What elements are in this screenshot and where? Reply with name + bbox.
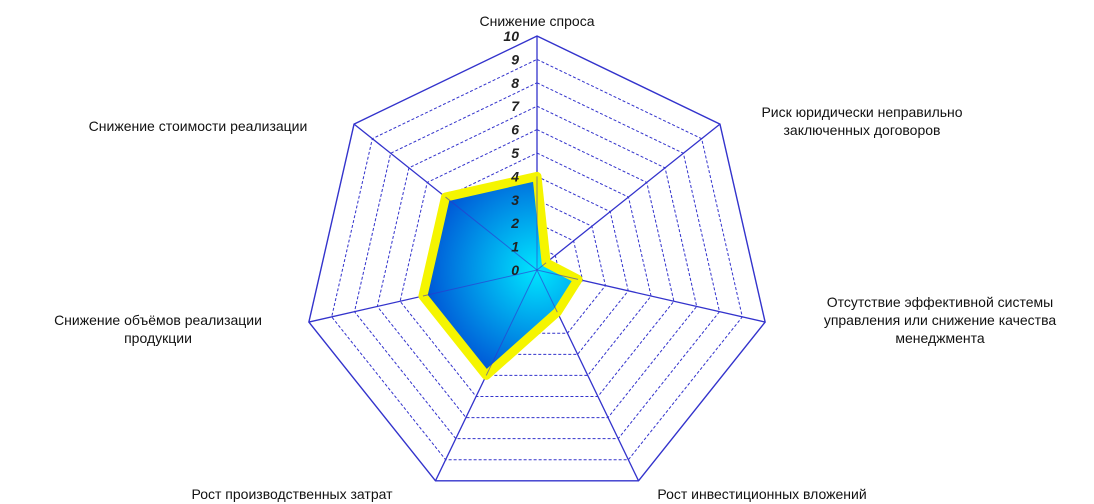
series-area: [418, 171, 583, 380]
axis-labels: Снижение спроса Риск юридически неправиль…: [54, 13, 1056, 502]
axis-label-2: Риск юридически неправильно заключенных д…: [761, 104, 962, 138]
inner-spoke-2: [536, 262, 547, 271]
axis-label-4: Рост инвестиционных вложений: [657, 486, 866, 502]
inner-spoke-6: [422, 269, 538, 297]
axis-label-1: Снижение спроса: [480, 13, 595, 29]
tick-label-10: 10: [503, 28, 519, 44]
tick-label-3: 3: [511, 192, 519, 208]
grid-ring-9: [331, 58, 743, 461]
axis-label-5: Рост производственных затрат: [191, 486, 393, 502]
tick-label-1: 1: [511, 239, 519, 255]
inner-spoke-3: [536, 269, 579, 280]
axis-label-7: Снижение стоимости реализации: [89, 118, 308, 134]
tick-label-9: 9: [511, 51, 519, 67]
inner-spoke-5: [485, 269, 538, 376]
grid-ring-6: [399, 129, 675, 397]
tick-label-0: 0: [511, 262, 519, 278]
radial-tick-labels: 0 1 2 3 4 5 6 7 8 9 10: [503, 28, 520, 278]
radar-series: [418, 171, 583, 380]
axis-label-3: Отсутствие эффективной системы управления…: [824, 294, 1057, 346]
tick-label-7: 7: [511, 98, 520, 114]
inner-spoke-4: [536, 269, 558, 313]
inner-spoke-7: [445, 196, 538, 271]
axis-label-6: Снижение объёмов реализации продукции: [54, 312, 262, 346]
grid-ring-10: [308, 35, 766, 482]
tick-label-4: 4: [510, 168, 519, 184]
tick-label-8: 8: [511, 75, 519, 91]
spoke-2: [536, 123, 721, 271]
tick-label-6: 6: [511, 122, 519, 138]
grid-ring-7: [376, 105, 698, 419]
tick-label-5: 5: [511, 145, 519, 161]
tick-label-2: 2: [510, 215, 519, 231]
grid-ring-8: [353, 82, 721, 440]
